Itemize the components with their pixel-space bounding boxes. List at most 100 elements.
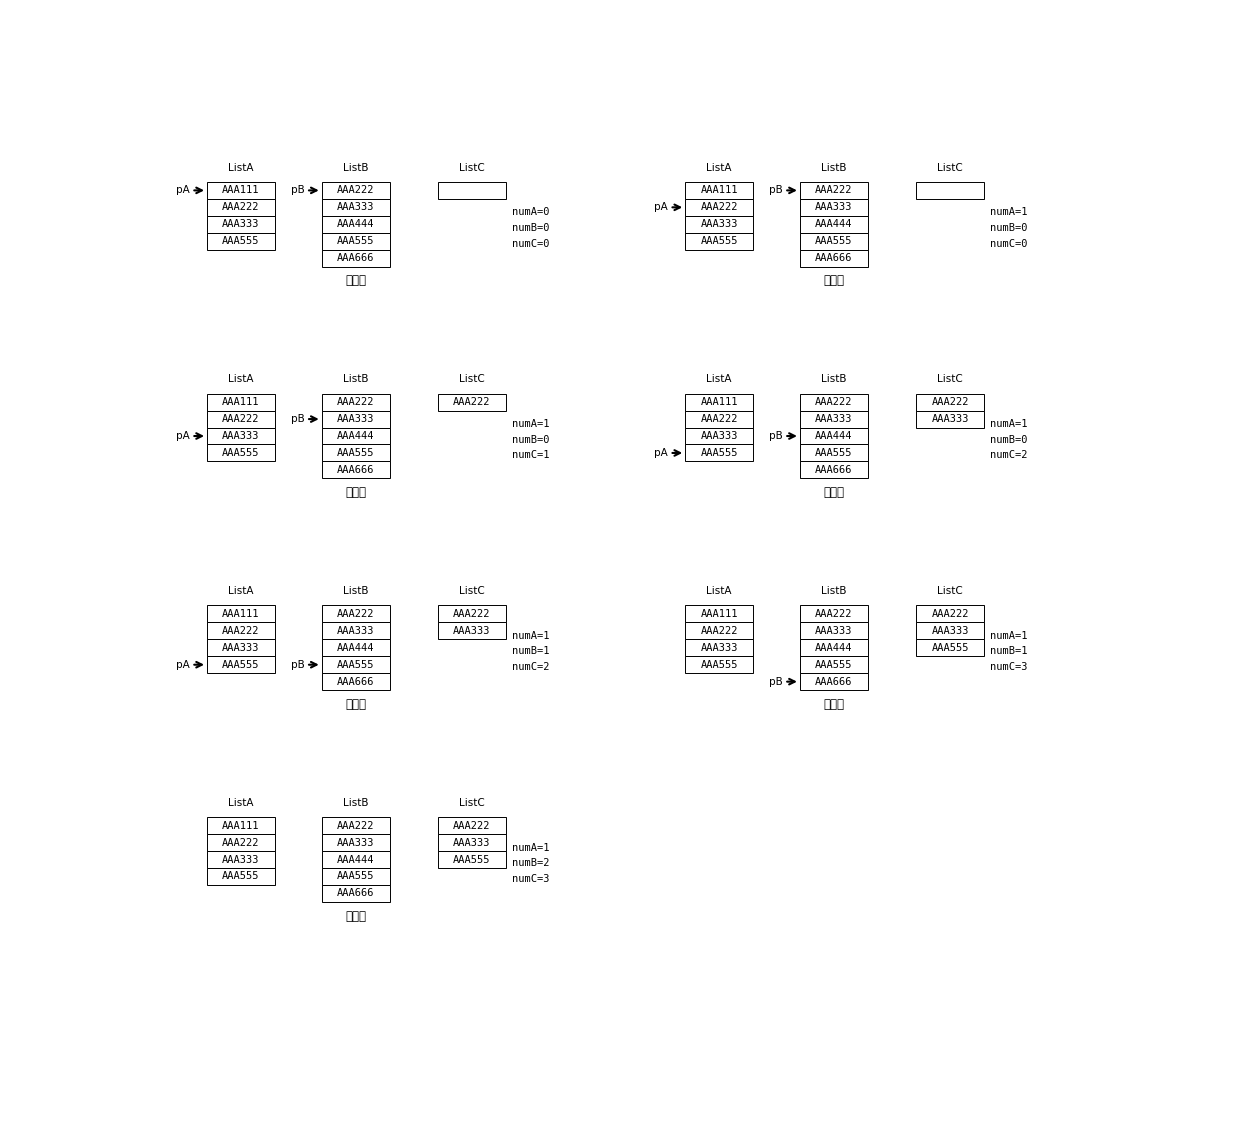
Bar bbox=[916, 411, 985, 428]
Bar bbox=[800, 444, 868, 461]
Text: AAA555: AAA555 bbox=[222, 872, 259, 881]
Bar bbox=[800, 182, 868, 199]
Text: AAA222: AAA222 bbox=[222, 414, 259, 424]
Text: AAA222: AAA222 bbox=[337, 608, 374, 619]
Bar bbox=[207, 867, 275, 884]
Text: AAA444: AAA444 bbox=[815, 219, 853, 230]
Bar bbox=[321, 605, 389, 622]
Text: AAA222: AAA222 bbox=[222, 625, 259, 636]
Bar bbox=[207, 444, 275, 461]
Text: AAA333: AAA333 bbox=[222, 642, 259, 653]
Bar bbox=[800, 250, 868, 267]
Text: AAA222: AAA222 bbox=[701, 625, 738, 636]
Text: numA=1
numB=0
numC=1: numA=1 numB=0 numC=1 bbox=[512, 420, 549, 460]
Text: AAA666: AAA666 bbox=[337, 465, 374, 475]
Bar bbox=[321, 851, 389, 867]
Text: AAA444: AAA444 bbox=[815, 642, 853, 653]
Bar bbox=[207, 622, 275, 639]
Text: ListB: ListB bbox=[343, 586, 368, 596]
Text: AAA222: AAA222 bbox=[701, 414, 738, 424]
Text: 第六步: 第六步 bbox=[823, 698, 844, 710]
Bar bbox=[321, 622, 389, 639]
Text: pB: pB bbox=[769, 431, 782, 441]
Text: AAA222: AAA222 bbox=[454, 608, 491, 619]
Text: ListA: ListA bbox=[707, 163, 732, 173]
Text: AAA222: AAA222 bbox=[337, 397, 374, 407]
Bar bbox=[684, 656, 754, 673]
Bar bbox=[800, 428, 868, 444]
Text: ListC: ListC bbox=[459, 586, 485, 596]
Text: AAA444: AAA444 bbox=[337, 431, 374, 441]
Text: AAA666: AAA666 bbox=[815, 253, 853, 264]
Text: AAA333: AAA333 bbox=[815, 625, 853, 636]
Bar bbox=[800, 622, 868, 639]
Text: AAA111: AAA111 bbox=[222, 185, 259, 196]
Bar bbox=[321, 656, 389, 673]
Text: AAA222: AAA222 bbox=[701, 202, 738, 213]
Text: pB: pB bbox=[291, 185, 305, 196]
Bar bbox=[207, 216, 275, 233]
Text: 第三步: 第三步 bbox=[345, 486, 366, 499]
Text: AAA555: AAA555 bbox=[337, 236, 374, 247]
Text: ListB: ListB bbox=[343, 163, 368, 173]
Text: AAA222: AAA222 bbox=[337, 821, 374, 830]
Text: ListC: ListC bbox=[459, 163, 485, 173]
Text: AAA444: AAA444 bbox=[337, 642, 374, 653]
Bar bbox=[800, 216, 868, 233]
Text: AAA333: AAA333 bbox=[337, 838, 374, 847]
Bar bbox=[207, 233, 275, 250]
Text: AAA222: AAA222 bbox=[454, 397, 491, 407]
Text: AAA222: AAA222 bbox=[337, 185, 374, 196]
Text: AAA222: AAA222 bbox=[815, 185, 853, 196]
Text: numA=1
numB=0
numC=0: numA=1 numB=0 numC=0 bbox=[991, 207, 1028, 249]
Text: AAA333: AAA333 bbox=[701, 642, 738, 653]
Text: numA=1
numB=1
numC=3: numA=1 numB=1 numC=3 bbox=[991, 631, 1028, 672]
Text: numA=1
numB=1
numC=2: numA=1 numB=1 numC=2 bbox=[512, 631, 549, 672]
Bar bbox=[684, 428, 754, 444]
Text: numA=0
numB=0
numC=0: numA=0 numB=0 numC=0 bbox=[512, 207, 549, 249]
Bar bbox=[684, 605, 754, 622]
Text: AAA222: AAA222 bbox=[222, 202, 259, 213]
Bar bbox=[438, 622, 506, 639]
Text: AAA666: AAA666 bbox=[337, 253, 374, 264]
Text: AAA333: AAA333 bbox=[222, 219, 259, 230]
Bar bbox=[800, 656, 868, 673]
Text: 第七步: 第七步 bbox=[345, 909, 366, 923]
Text: AAA111: AAA111 bbox=[701, 397, 738, 407]
Bar bbox=[321, 884, 389, 901]
Bar bbox=[438, 182, 506, 199]
Text: AAA555: AAA555 bbox=[337, 448, 374, 458]
Text: ListA: ListA bbox=[228, 374, 254, 385]
Bar bbox=[207, 656, 275, 673]
Text: AAA555: AAA555 bbox=[701, 448, 738, 458]
Text: ListA: ListA bbox=[707, 374, 732, 385]
Text: AAA111: AAA111 bbox=[701, 185, 738, 196]
Text: AAA333: AAA333 bbox=[454, 838, 491, 847]
Bar bbox=[321, 834, 389, 851]
Text: AAA555: AAA555 bbox=[931, 642, 968, 653]
Bar bbox=[207, 394, 275, 411]
Text: ListB: ListB bbox=[343, 374, 368, 385]
Text: AAA555: AAA555 bbox=[815, 659, 853, 670]
Text: AAA333: AAA333 bbox=[222, 855, 259, 864]
Bar bbox=[916, 639, 985, 656]
Bar bbox=[800, 199, 868, 216]
Bar bbox=[321, 182, 389, 199]
Text: ListC: ListC bbox=[459, 798, 485, 808]
Bar bbox=[321, 818, 389, 834]
Text: ListC: ListC bbox=[937, 586, 963, 596]
Text: AAA666: AAA666 bbox=[815, 676, 853, 687]
Text: AAA222: AAA222 bbox=[931, 397, 968, 407]
Text: pB: pB bbox=[291, 659, 305, 670]
Text: 第一步: 第一步 bbox=[345, 275, 366, 287]
Bar bbox=[207, 182, 275, 199]
Bar bbox=[684, 444, 754, 461]
Text: pB: pB bbox=[769, 676, 782, 687]
Bar bbox=[800, 461, 868, 478]
Bar bbox=[438, 394, 506, 411]
Text: ListC: ListC bbox=[459, 374, 485, 385]
Text: ListB: ListB bbox=[821, 586, 847, 596]
Text: 第二步: 第二步 bbox=[823, 275, 844, 287]
Bar bbox=[684, 216, 754, 233]
Text: pA: pA bbox=[655, 202, 668, 213]
